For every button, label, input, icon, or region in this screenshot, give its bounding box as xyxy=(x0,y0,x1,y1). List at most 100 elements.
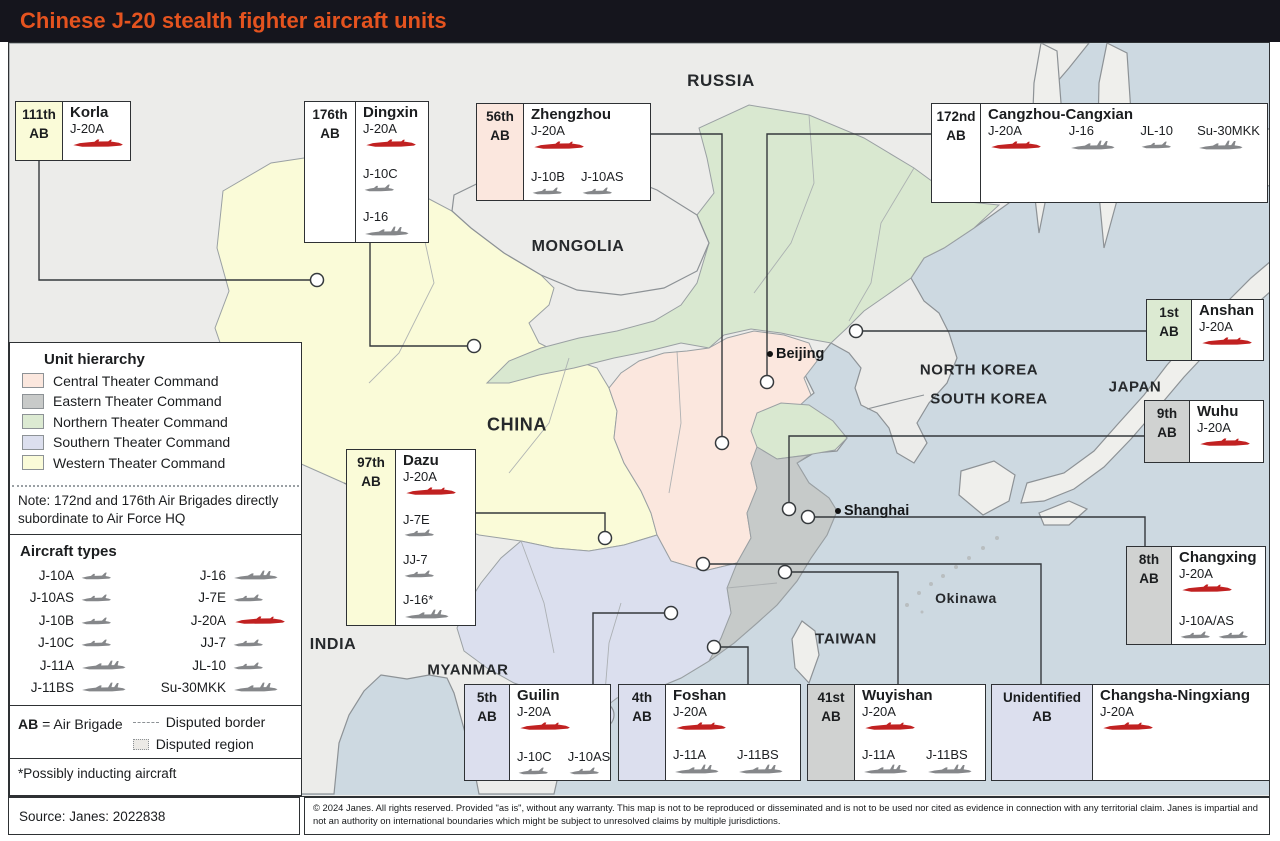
aircraft-legend-label: J-11BS xyxy=(30,680,74,696)
brigade-cell: Unidentified AB xyxy=(992,685,1093,780)
leader-changxing xyxy=(808,516,1146,546)
brigade-number: 176th xyxy=(312,107,348,122)
brigade-number: 1st xyxy=(1159,305,1179,320)
aircraft-row: J-11A J-11BS xyxy=(673,747,793,776)
J-20A-aircraft-icon xyxy=(862,720,919,733)
aircraft-type-label: J-20A xyxy=(1179,566,1213,582)
aircraft-entry: J-11BS xyxy=(926,747,974,776)
map-label-south-korea: SOUTH KOREA xyxy=(930,390,1048,408)
city-shanghai: Shanghai xyxy=(835,503,909,519)
aircraft-row: J-20A xyxy=(363,121,421,150)
aircraft-type-label: J-10C xyxy=(517,749,552,765)
Su-30MKK-aircraft-icon xyxy=(1197,139,1245,152)
city-dot-icon xyxy=(767,351,773,357)
brigade-cell: 176th AB xyxy=(305,102,356,242)
base-name: Cangzhou-Cangxian xyxy=(988,106,1133,123)
aircraft-entry: J-20A xyxy=(1197,420,1254,449)
J-20A-aircraft-icon xyxy=(363,137,420,150)
aircraft-entry: J-20A xyxy=(363,121,420,150)
J-7E-aircraft-icon xyxy=(403,527,436,538)
J-20A-aircraft-icon xyxy=(517,720,574,733)
aircraft-type-label: J-11BS xyxy=(926,747,968,763)
aircraft-entry: J-11A xyxy=(862,747,910,776)
map-label-north-korea: NORTH KOREA xyxy=(919,361,1039,379)
legend-note: Note: 172nd and 176th Air Brigades direc… xyxy=(18,493,279,526)
brigade-cell: 8th AB xyxy=(1127,547,1172,644)
unit-box-anshan: 1st AB Anshan J-20A xyxy=(1146,299,1264,361)
legend-hierarchy-title: Unit hierarchy xyxy=(44,351,145,368)
aircraft-entry: J-10C xyxy=(517,749,552,776)
aircraft-entry: JJ-7 xyxy=(403,551,436,579)
aircraft-row: J-7E xyxy=(403,512,468,539)
aircraft-entry: J-11BS xyxy=(737,747,785,776)
aircraft-legend-label: J-7E xyxy=(198,590,226,606)
aircraft-type-label: JJ-7 xyxy=(403,551,428,567)
aircraft-type-label: J-16 xyxy=(363,209,389,225)
ab-expansion: = Air Brigade xyxy=(42,716,123,733)
aircraft-entry: J-20A xyxy=(403,469,460,498)
aircraft-legend-label: Su-30MKK xyxy=(160,680,226,696)
province-borders xyxy=(368,114,915,706)
color-swatch xyxy=(22,373,44,388)
hierarchy-label: Northern Theater Command xyxy=(53,413,228,430)
aircraft-row: J-10C J-10AS xyxy=(517,749,610,776)
aircraft-row: J-20A xyxy=(1179,566,1258,595)
aircraft-legend-label: J-10C xyxy=(37,635,74,651)
ab-definition: AB = Air Brigade xyxy=(18,714,123,752)
brigade-cell: 4th AB xyxy=(619,685,666,780)
brigade-number: 172nd xyxy=(936,109,976,124)
base-name: Korla xyxy=(70,104,109,121)
aircraft-legend-item: J-16 xyxy=(154,564,289,587)
unit-box-wuyishan: 41st AB Wuyishan J-20A J-11A J-11BS xyxy=(807,684,986,781)
J-20A-aircraft-icon xyxy=(988,139,1045,152)
taiwan-island xyxy=(791,620,820,685)
brigade-cell: 41st AB xyxy=(808,685,855,780)
J-10AAS-aircraft-icon xyxy=(1217,629,1250,640)
aircraft-legend-item: J-20A xyxy=(154,609,289,632)
map-label-china: CHINA xyxy=(487,414,547,435)
brigade-number: Unidentified xyxy=(1003,690,1081,705)
aircraft-row: J-20A xyxy=(531,123,643,152)
city-label: Beijing xyxy=(776,346,825,362)
aircraft-legend-item: J-10AS xyxy=(22,587,150,610)
brigade-ab: AB xyxy=(946,127,966,143)
base-name: Changsha-Ningxiang xyxy=(1100,687,1251,704)
aircraft-legend-item: JJ-7 xyxy=(154,632,289,655)
aircraft-type-label: J-10AS xyxy=(567,749,610,765)
map-label-japan: JAPAN xyxy=(1108,378,1162,396)
J-10AS-aircraft-icon xyxy=(581,185,614,196)
aircraft-row: J-20A xyxy=(70,121,123,150)
J-10B-aircraft-icon xyxy=(80,615,113,626)
brigade-number: 4th xyxy=(631,690,653,705)
aircraft-type-label: J-20A xyxy=(1100,704,1134,720)
aircraft-entry: J-16 xyxy=(363,209,411,238)
map-label-myanmar: MYANMAR xyxy=(427,661,509,679)
J-11A-aircraft-icon xyxy=(862,763,910,776)
unit-box-changsha: Unidentified AB Changsha-Ningxiang J-20A xyxy=(991,684,1269,781)
Su-30MKK-aircraft-icon xyxy=(232,681,280,694)
aircraft-type-label: J-20A xyxy=(517,704,551,720)
aircraft-type-label: J-16* xyxy=(403,592,434,608)
leader-zhengzhou xyxy=(651,133,723,443)
unit-box-zhengzhou: 56th AB Zhengzhou J-20A J-10B J-10AS xyxy=(476,103,651,201)
aircraft-legend-item: J-10C xyxy=(22,632,150,655)
aircraft-row: J-10C xyxy=(363,166,421,193)
aircraft-type-label: J-20A xyxy=(673,704,707,720)
aircraft-type-label: J-20A xyxy=(363,121,397,137)
aircraft-legend-label: J-10A xyxy=(38,567,74,583)
J-20A-aircraft-icon xyxy=(1199,335,1256,348)
hierarchy-item: Central Theater Command xyxy=(22,373,293,389)
title-bar: Chinese J-20 stealth fighter aircraft un… xyxy=(0,0,1280,42)
unit-box-dazu: 97th AB Dazu J-20A J-7E JJ-7 J-16* xyxy=(346,449,476,626)
aircraft-type-label: J-20A xyxy=(1197,420,1231,436)
J-20A-aircraft-icon xyxy=(531,139,588,152)
J-10C-aircraft-icon xyxy=(80,637,113,648)
color-swatch xyxy=(22,455,44,470)
aircraft-row: J-20A xyxy=(1100,704,1263,733)
aircraft-row: J-20A J-16 JL-10 Su-30MKK xyxy=(988,123,1260,152)
unit-box-dingxin: 176th AB Dingxin J-20A J-10C J-16 xyxy=(304,101,429,243)
aircraft-entry: J-16* xyxy=(403,592,451,621)
J-11BS-aircraft-icon xyxy=(926,763,974,776)
aircraft-entry: J-20A xyxy=(988,123,1045,152)
leader-dazu xyxy=(476,512,606,538)
